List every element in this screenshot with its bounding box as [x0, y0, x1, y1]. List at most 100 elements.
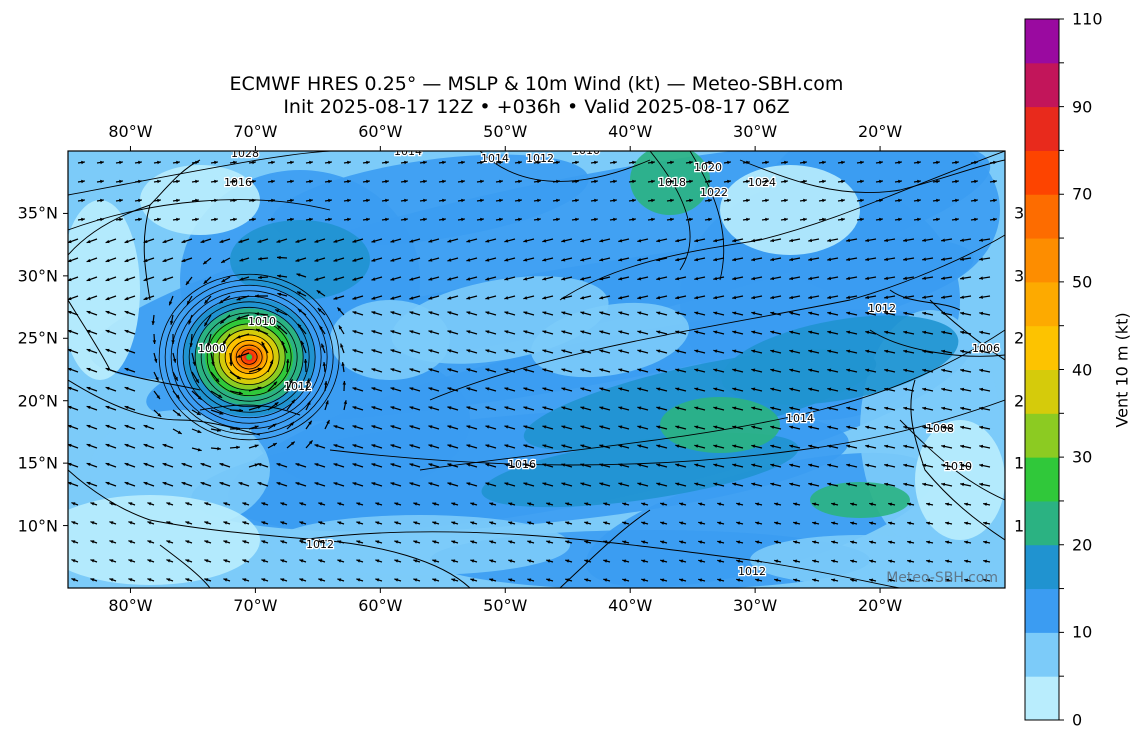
wind-arrow-head	[841, 179, 845, 184]
wind-arrow-head	[499, 160, 503, 165]
wind-arrow-head	[124, 310, 129, 315]
wind-arrow-head	[670, 198, 674, 203]
wind-arrow-head	[983, 521, 988, 526]
wind-arrow-head	[656, 463, 661, 467]
wind-arrow-head	[561, 368, 566, 372]
wind-arrow-head	[955, 198, 959, 203]
wind-arrow-head	[86, 481, 91, 486]
wind-arrow-head	[945, 502, 950, 506]
wind-arrow-head	[898, 160, 902, 165]
wind-arrow-head	[983, 578, 988, 583]
wind-arrow-head	[337, 521, 342, 525]
wind-arrow-head	[242, 559, 247, 563]
wind-arrow-head	[637, 463, 642, 467]
wind-arrow-head	[660, 578, 665, 582]
wind-arrow-head	[124, 348, 129, 353]
wind-arrow-head	[461, 160, 465, 165]
wind-arrow-head	[808, 349, 813, 354]
wind-arrow-head	[128, 559, 133, 563]
wind-arrow-head	[252, 160, 256, 165]
wind-arrow-head	[200, 481, 205, 486]
wind-arrow-head	[746, 179, 750, 184]
wind-arrow-head	[328, 179, 332, 184]
wind-arrow-head	[261, 540, 266, 544]
wind-arrow-head	[390, 387, 395, 391]
wind-arrow-head	[827, 295, 832, 300]
wind-arrow-head	[375, 521, 380, 525]
wind-arrow-head	[109, 521, 114, 525]
wind-arrow-head	[622, 540, 627, 544]
wind-arrow-head	[280, 578, 285, 582]
wind-arrow-head	[903, 425, 908, 430]
isobar-line	[689, 151, 725, 281]
wind-arrow-head	[846, 349, 851, 354]
colorbar-segment	[1025, 369, 1059, 414]
isobar-label: 1028	[231, 147, 259, 160]
wind-arrow-head	[846, 238, 851, 243]
wind-arrow-head	[90, 502, 95, 506]
wind-arrow-head	[793, 559, 798, 563]
wind-arrow-head	[68, 405, 72, 410]
wind-arrow-head	[105, 405, 110, 410]
wind-arrow-head	[86, 443, 91, 448]
wind-arrow-head	[822, 179, 826, 184]
isobar-ring	[158, 273, 340, 441]
wind-arrow-head	[466, 425, 471, 429]
wind-arrow-head	[580, 277, 585, 281]
wind-arrow-head	[884, 406, 889, 411]
isobar-label: 1016	[508, 458, 536, 471]
wind-arrow-head	[128, 578, 133, 582]
wind-arrow-head	[451, 502, 456, 506]
wind-arrow-head	[660, 502, 665, 506]
wind-arrow-head	[599, 444, 604, 448]
wind-arrow-head	[542, 425, 547, 429]
wind-arrow-head	[770, 482, 775, 486]
wind-arrow-head	[732, 444, 737, 448]
wind-arrow-head	[537, 179, 541, 184]
wind-arrow-head	[632, 217, 636, 222]
wind-arrow-head	[960, 482, 965, 487]
wind-arrow-head	[827, 444, 832, 449]
wind-arrow-head	[599, 406, 604, 410]
wind-arrow-head	[774, 559, 779, 563]
wind-arrow-head	[708, 198, 712, 203]
wind-arrow-head	[390, 330, 395, 334]
wind-arrow-head	[888, 521, 893, 525]
wind-arrow-head	[770, 368, 775, 372]
wind-arrow-head	[242, 540, 247, 544]
wind-arrow-head	[447, 444, 452, 448]
wind-arrow-head	[217, 446, 221, 451]
wind-speed-region	[68, 495, 260, 585]
wind-arrow-head	[926, 502, 931, 506]
wind-arrow-head	[223, 502, 228, 506]
wind-arrow-head	[352, 239, 357, 243]
coastline	[559, 509, 651, 588]
wind-speed-region	[530, 302, 690, 378]
wind-arrow-head	[603, 502, 608, 506]
wind-arrow-head	[124, 443, 129, 448]
wind-arrow-head	[641, 540, 646, 544]
wind-arrow-head	[926, 540, 931, 544]
wind-arrow-head	[542, 463, 547, 467]
wind-arrow-head	[318, 521, 323, 525]
wind-arrow-head	[277, 325, 282, 330]
wind-speed-region	[750, 535, 970, 585]
wind-arrow-head	[189, 343, 193, 347]
wind-arrow-head	[884, 295, 889, 299]
wind-arrow-head	[537, 217, 541, 222]
wind-arrow-head	[993, 160, 997, 165]
wind-arrow-head	[694, 368, 699, 372]
wind-arrow-head	[428, 296, 433, 300]
wind-arrow-head	[599, 425, 604, 429]
wind-arrow-head	[223, 578, 228, 582]
wind-arrow-head	[143, 443, 148, 448]
wind-arrow-head	[197, 429, 202, 433]
wind-arrow-head	[917, 179, 921, 184]
wind-arrow-head	[675, 482, 680, 486]
wind-arrow-head	[223, 559, 228, 563]
wind-arrow-head	[784, 160, 788, 165]
wind-arrow-head	[128, 502, 133, 506]
wind-arrow-head	[561, 463, 566, 467]
wind-arrow-head	[352, 425, 357, 429]
wind-arrow-head	[618, 387, 623, 391]
